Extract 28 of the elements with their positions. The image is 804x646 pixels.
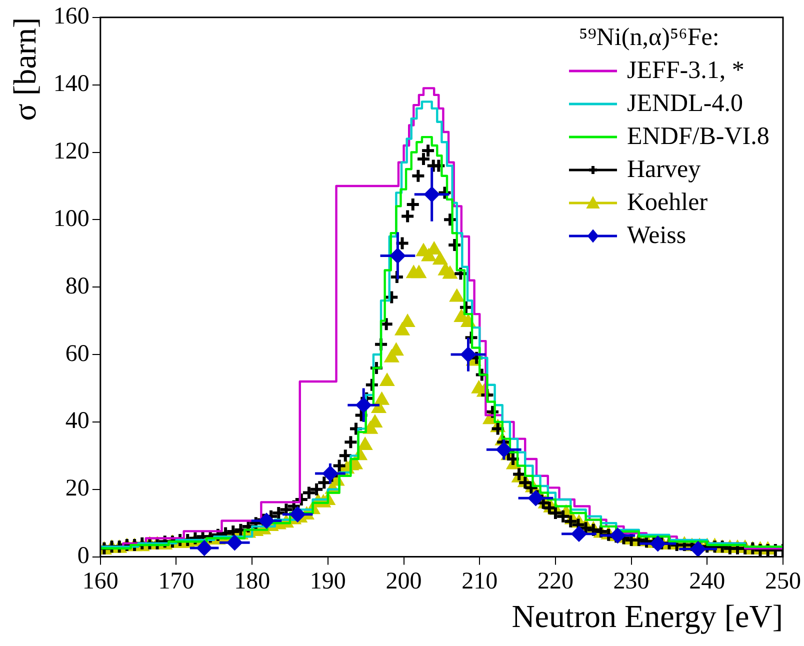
x-tick-label: 210 [462, 568, 498, 594]
legend-label: Weiss [627, 221, 686, 252]
x-axis-title: Neutron Energy [eV] [512, 598, 783, 634]
y-tick-label: 140 [53, 71, 90, 98]
y-axis-title: σ [barn] [6, 17, 43, 121]
x-tick-label: 250 [765, 568, 801, 594]
y-tick-label: 160 [53, 4, 90, 30]
x-tick-label: 230 [613, 568, 650, 594]
legend-title: ⁵⁹Ni(n,α)⁵⁶Fe: [578, 23, 720, 54]
x-tick-label: 240 [689, 568, 726, 594]
y-tick-label: 80 [65, 273, 90, 300]
y-tick-label: 100 [53, 206, 90, 232]
x-tick-label: 170 [158, 568, 194, 594]
x-tick-label: 160 [82, 568, 118, 594]
y-tick-label: 0 [77, 543, 90, 570]
y-tick-label: 60 [65, 340, 90, 367]
y-tick-label: 120 [53, 138, 90, 165]
legend-label: JENDL-4.0 [627, 89, 743, 120]
x-tick-label: 200 [386, 568, 422, 594]
x-tick-label: 220 [537, 568, 574, 594]
x-tick-label: 190 [310, 568, 346, 594]
y-tick-label: 20 [65, 476, 90, 502]
legend-label: Koehler [627, 188, 708, 218]
y-tick-label: 40 [65, 408, 90, 434]
x-tick-label: 180 [234, 568, 270, 594]
legend-label: Harvey [627, 155, 701, 186]
legend-label: ENDF/B-VI.8 [627, 122, 770, 152]
legend-label: JEFF-3.1, * [627, 56, 744, 86]
